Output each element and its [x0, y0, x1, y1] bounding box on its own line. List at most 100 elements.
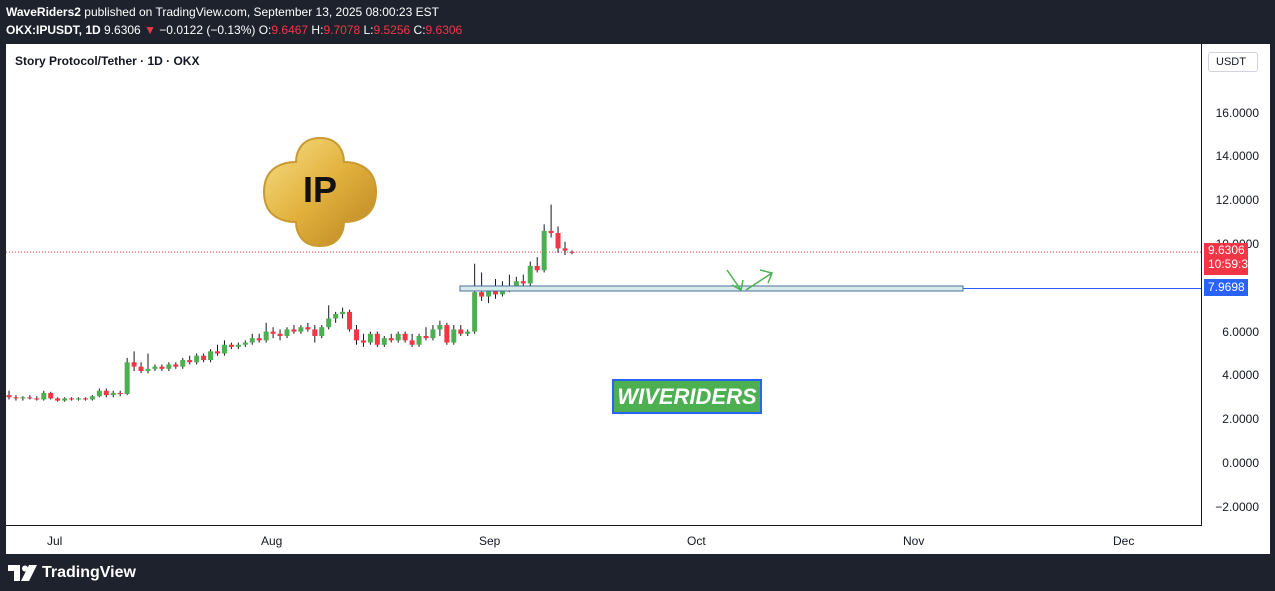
candle[interactable]: [395, 331, 401, 343]
candle[interactable]: [381, 335, 387, 347]
candle[interactable]: [451, 325, 457, 345]
candle[interactable]: [55, 397, 61, 402]
candle[interactable]: [277, 329, 283, 341]
candle[interactable]: [319, 325, 325, 339]
candle[interactable]: [256, 333, 262, 343]
candle[interactable]: [69, 397, 75, 401]
candle[interactable]: [555, 226, 561, 253]
candle[interactable]: [124, 357, 130, 396]
candle[interactable]: [34, 396, 40, 401]
candle[interactable]: [409, 333, 415, 347]
candle[interactable]: [159, 364, 165, 372]
candle[interactable]: [527, 261, 533, 286]
support-zone[interactable]: [459, 285, 964, 292]
candle[interactable]: [534, 257, 540, 273]
candle[interactable]: [333, 311, 339, 323]
projection-arrows[interactable]: [726, 269, 774, 292]
candlestick-chart[interactable]: [6, 44, 1202, 526]
candle-body: [48, 392, 54, 399]
candle[interactable]: [249, 333, 255, 345]
candle[interactable]: [472, 263, 478, 334]
candle[interactable]: [402, 331, 408, 343]
candle[interactable]: [13, 395, 19, 401]
candle[interactable]: [131, 351, 137, 372]
publish-header: WaveRiders2 published on TradingView.com…: [0, 0, 1275, 44]
candle[interactable]: [367, 331, 373, 345]
candle[interactable]: [465, 329, 471, 336]
candle[interactable]: [173, 362, 179, 369]
candle[interactable]: [82, 397, 88, 401]
candle[interactable]: [423, 327, 429, 341]
tradingview-logo[interactable]: TradingView: [8, 564, 136, 582]
candle[interactable]: [194, 353, 200, 365]
time-axis[interactable]: Jul Aug Sep Oct Nov Dec: [6, 527, 1202, 554]
candle[interactable]: [215, 344, 220, 356]
candle[interactable]: [284, 327, 290, 339]
candle[interactable]: [76, 397, 81, 401]
candle[interactable]: [228, 342, 234, 350]
author-name[interactable]: WaveRiders2: [6, 5, 81, 19]
candle[interactable]: [354, 325, 359, 345]
candle[interactable]: [208, 349, 214, 363]
candle[interactable]: [562, 241, 568, 255]
price-axis[interactable]: USDT 16.000014.000012.000010.00006.00004…: [1203, 44, 1270, 526]
candle[interactable]: [347, 309, 353, 332]
candle-body: [333, 314, 339, 319]
candle[interactable]: [62, 397, 68, 402]
candle[interactable]: [291, 325, 297, 334]
candle[interactable]: [110, 390, 116, 398]
symbol-label[interactable]: OKX:IPUSDT, 1D: [6, 23, 101, 37]
candle[interactable]: [221, 340, 227, 356]
candle-body: [117, 392, 123, 395]
candle[interactable]: [20, 396, 26, 401]
candle[interactable]: [340, 307, 346, 319]
candle-body: [187, 360, 193, 363]
candle[interactable]: [138, 362, 144, 374]
candle[interactable]: [312, 325, 318, 343]
candle[interactable]: [103, 388, 109, 398]
candle[interactable]: [41, 390, 47, 401]
candle-body: [159, 366, 165, 369]
candle[interactable]: [263, 322, 269, 343]
candles-layer: [6, 204, 575, 402]
candle[interactable]: [6, 390, 12, 400]
candle[interactable]: [242, 340, 248, 347]
candle[interactable]: [187, 355, 193, 365]
chart-pane[interactable]: Story Protocol/Tether · 1D · OKX IP WIVE…: [6, 44, 1202, 526]
candle-body: [451, 329, 457, 343]
candle[interactable]: [374, 331, 380, 347]
candle[interactable]: [89, 395, 95, 401]
candle[interactable]: [201, 353, 207, 363]
candle[interactable]: [541, 224, 547, 273]
candle[interactable]: [444, 322, 450, 345]
candle[interactable]: [145, 353, 151, 374]
candle-body: [472, 292, 478, 332]
candle[interactable]: [117, 390, 123, 397]
candle[interactable]: [305, 322, 311, 332]
candle[interactable]: [166, 362, 172, 372]
candle[interactable]: [388, 333, 394, 343]
candle[interactable]: [458, 325, 464, 336]
candle[interactable]: [430, 325, 436, 341]
candle[interactable]: [235, 342, 241, 350]
candle[interactable]: [180, 357, 186, 369]
candle-body: [20, 397, 26, 399]
candle[interactable]: [48, 391, 54, 400]
month-label: Aug: [261, 534, 283, 548]
candle[interactable]: [569, 250, 575, 255]
candle[interactable]: [27, 395, 33, 400]
candle[interactable]: [416, 333, 422, 347]
month-label: Oct: [687, 534, 706, 548]
candle[interactable]: [96, 388, 102, 398]
candle-body: [347, 311, 353, 330]
candle[interactable]: [437, 320, 443, 336]
candle[interactable]: [298, 325, 304, 334]
candle[interactable]: [326, 305, 332, 330]
candle[interactable]: [152, 364, 158, 372]
candle-body: [486, 289, 492, 297]
candle[interactable]: [360, 333, 366, 347]
candle[interactable]: [270, 327, 276, 339]
currency-button[interactable]: USDT: [1208, 52, 1258, 72]
candle[interactable]: [548, 204, 554, 238]
candle-body: [242, 342, 248, 345]
